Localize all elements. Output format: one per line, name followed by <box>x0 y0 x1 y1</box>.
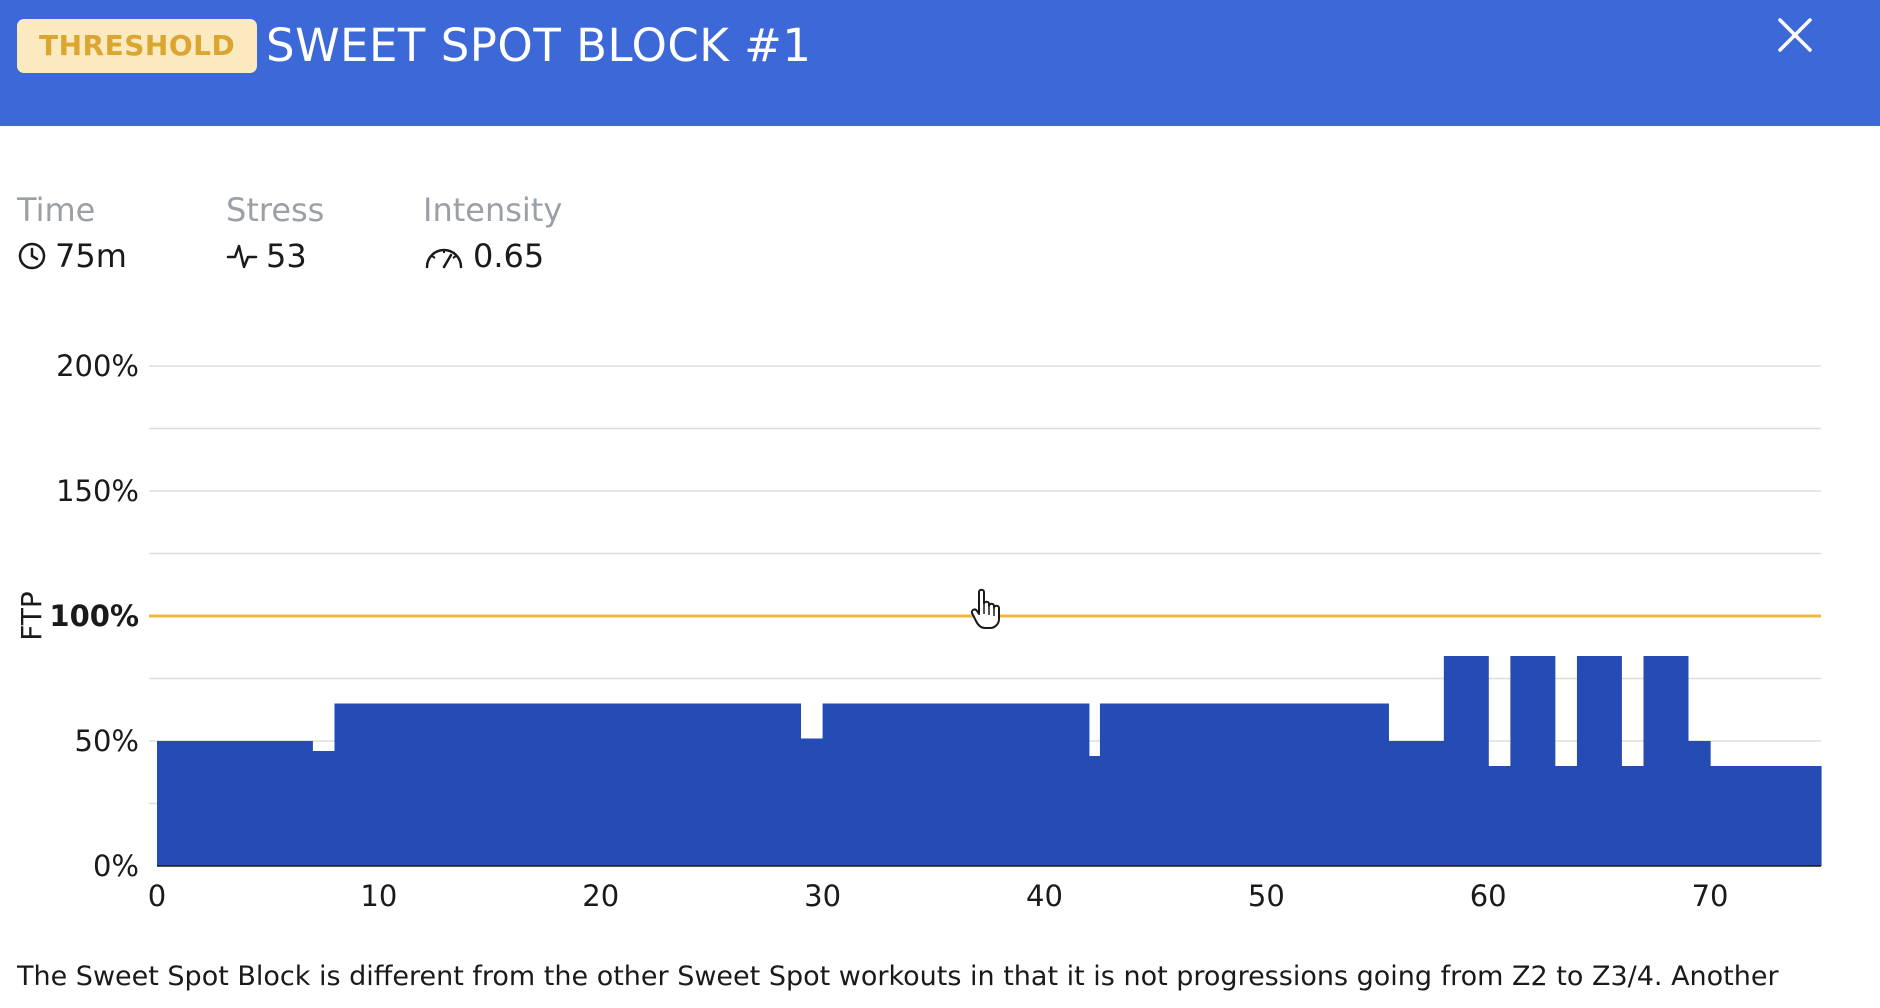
interval-bar <box>1488 766 1511 866</box>
close-icon[interactable] <box>1772 12 1818 58</box>
stat-stress-value: 53 <box>266 237 307 275</box>
interval-bar <box>1099 703 1389 866</box>
interval-bar <box>1088 756 1101 866</box>
close-button[interactable] <box>1772 12 1818 58</box>
interval-bar <box>1576 656 1622 866</box>
x-tick-label: 20 <box>582 879 619 913</box>
category-badge: THRESHOLD <box>17 19 258 73</box>
interval-bar <box>1687 741 1711 866</box>
pulse-icon <box>226 241 258 271</box>
interval-bar <box>1621 766 1645 866</box>
x-tick-label: 10 <box>360 879 397 913</box>
interval-bar <box>312 751 336 866</box>
x-tick-label: 50 <box>1248 879 1285 913</box>
gauge-icon <box>423 241 465 271</box>
workout-stats: Time 75m Stress 53 Intensity <box>0 190 700 290</box>
stat-time-label: Time <box>17 191 96 229</box>
stat-intensity-value: 0.65 <box>473 237 545 275</box>
x-tick-label: 0 <box>148 879 166 913</box>
stat-time-row: 75m <box>17 236 127 276</box>
interval-bar <box>157 741 313 866</box>
stat-stress: Stress 53 <box>226 190 324 276</box>
workout-chart-svg: 0% 50% 150% 200% 100%FTP 0 10 20 30 40 50 60 70 <box>15 349 1822 913</box>
interval-bar <box>822 703 1090 866</box>
y-tick-label: 50% <box>75 724 139 758</box>
y-tick-label: 200% <box>56 349 139 383</box>
interval-bar <box>1510 656 1556 866</box>
interval-bar <box>1443 656 1489 866</box>
stat-intensity-label: Intensity <box>423 191 563 229</box>
interval-bar <box>1710 766 1822 866</box>
workout-description: The Sweet Spot Block is different from t… <box>17 961 1779 992</box>
interval-bar <box>800 738 824 866</box>
stat-stress-row: 53 <box>226 236 324 276</box>
stat-time: Time 75m <box>17 190 127 276</box>
ftp-tick-label: 100% <box>49 599 139 633</box>
modal-header: THRESHOLD SWEET SPOT BLOCK #1 <box>0 0 1880 126</box>
y-tick-label: 150% <box>56 474 139 508</box>
stat-intensity: Intensity 0.65 <box>423 190 562 276</box>
stat-stress-label: Stress <box>226 191 325 229</box>
stat-intensity-row: 0.65 <box>423 236 562 276</box>
workout-chart: 0% 50% 150% 200% 100% FTP 0 10 20 30 40 50 60 70 <box>0 330 1880 930</box>
stat-time-value: 75m <box>55 237 127 275</box>
interval-bar <box>1643 656 1689 866</box>
interval-bar <box>1554 766 1578 866</box>
clock-icon <box>17 241 47 271</box>
x-tick-label: 60 <box>1470 879 1507 913</box>
x-tick-label: 40 <box>1026 879 1063 913</box>
x-tick-label: 70 <box>1692 879 1729 913</box>
hand-cursor-icon <box>970 588 1004 634</box>
y-tick-label: 0% <box>93 849 139 883</box>
interval-bar <box>334 703 802 866</box>
y-axis-title: FTP <box>15 591 48 641</box>
interval-bar <box>1388 741 1445 866</box>
x-tick-label: 30 <box>804 879 841 913</box>
workout-title: SWEET SPOT BLOCK #1 <box>266 19 812 72</box>
